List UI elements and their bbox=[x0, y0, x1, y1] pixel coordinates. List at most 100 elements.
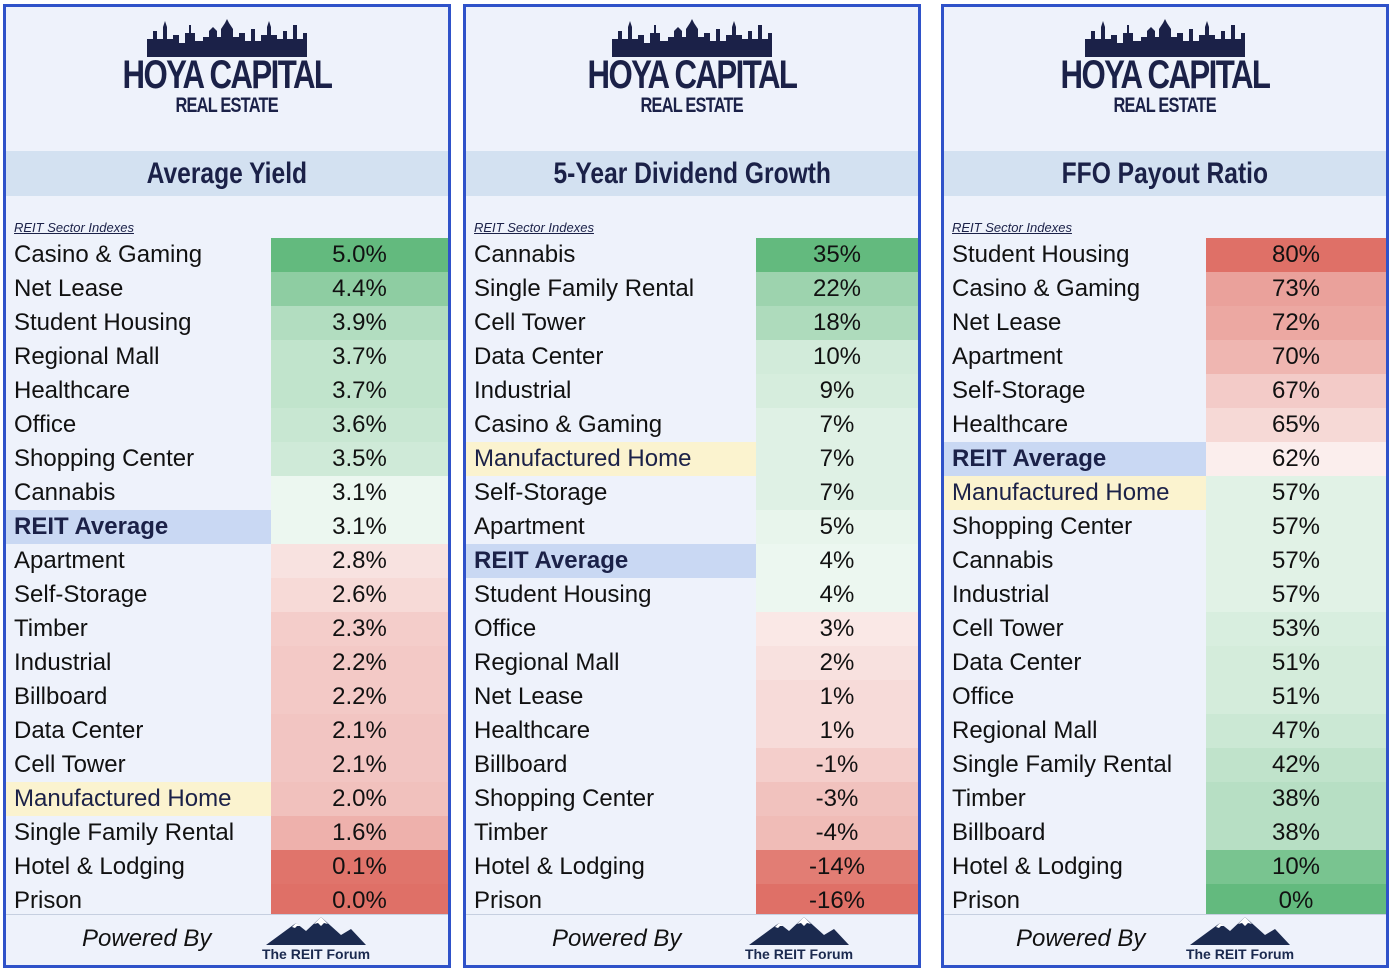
sector-name: Apartment bbox=[952, 343, 1063, 370]
table-row: Prison 0.0% bbox=[6, 884, 448, 918]
skyline-icon bbox=[147, 19, 307, 57]
table-row: Self-Storage 67% bbox=[944, 374, 1386, 408]
sector-value: 7% bbox=[756, 442, 918, 476]
sector-value: 3.1% bbox=[271, 476, 448, 510]
sector-name: Regional Mall bbox=[474, 649, 620, 676]
sector-value: -16% bbox=[756, 884, 918, 918]
sector-value: 2.2% bbox=[271, 680, 448, 714]
sector-value: -4% bbox=[756, 816, 918, 850]
sector-value: 22% bbox=[756, 272, 918, 306]
sector-value: 57% bbox=[1206, 510, 1386, 544]
table-rows: Cannabis 35% Single Family Rental 22% Cell T… bbox=[466, 238, 918, 918]
sector-name: Apartment bbox=[474, 513, 585, 540]
hoya-capital-logo: HOYA CAPITAL REAL ESTATE bbox=[466, 7, 918, 149]
sector-name: Student Housing bbox=[474, 581, 652, 608]
table-row: Single Family Rental 22% bbox=[466, 272, 918, 306]
table-row: Casino & Gaming 7% bbox=[466, 408, 918, 442]
sector-value: -1% bbox=[756, 748, 918, 782]
sector-name: Single Family Rental bbox=[14, 819, 235, 846]
sector-name: Manufactured Home bbox=[944, 476, 1206, 510]
sector-value: 0% bbox=[1206, 884, 1386, 918]
sector-value: 1% bbox=[756, 714, 918, 748]
sector-name: Cell Tower bbox=[952, 615, 1064, 642]
powered-by-label: Powered By bbox=[552, 925, 682, 952]
reit-forum-text: The REIT Forum bbox=[261, 946, 371, 962]
skyline-icon bbox=[1085, 19, 1245, 57]
sector-value: 3.9% bbox=[271, 306, 448, 340]
sector-value: 2.2% bbox=[271, 646, 448, 680]
table-row: Office 51% bbox=[944, 680, 1386, 714]
table-row: Industrial 9% bbox=[466, 374, 918, 408]
sector-name: Single Family Rental bbox=[474, 275, 695, 302]
sector-name: Shopping Center bbox=[952, 513, 1133, 540]
sector-value: -3% bbox=[756, 782, 918, 816]
sector-name: Industrial bbox=[14, 649, 112, 676]
table-row: Self-Storage 2.6% bbox=[6, 578, 448, 612]
sector-value: 2.8% bbox=[271, 544, 448, 578]
table-row: Timber 2.3% bbox=[6, 612, 448, 646]
table-row: REIT Average 62% bbox=[944, 442, 1386, 476]
sector-name: Hotel & Lodging bbox=[474, 853, 645, 880]
table-row: Self-Storage 7% bbox=[466, 476, 918, 510]
sector-value: 70% bbox=[1206, 340, 1386, 374]
table-row: Single Family Rental 1.6% bbox=[6, 816, 448, 850]
sector-name: Timber bbox=[474, 819, 548, 846]
table-row: Net Lease 4.4% bbox=[6, 272, 448, 306]
table-row: Cell Tower 53% bbox=[944, 612, 1386, 646]
sector-name: Net Lease bbox=[14, 275, 124, 302]
sector-name: Billboard bbox=[474, 751, 568, 778]
sector-value: 51% bbox=[1206, 646, 1386, 680]
table-row: Cannabis 35% bbox=[466, 238, 918, 272]
sector-name: Manufactured Home bbox=[6, 782, 271, 816]
panel-title-band: FFO Payout Ratio bbox=[944, 151, 1386, 196]
table-row: Student Housing 4% bbox=[466, 578, 918, 612]
sector-name: Self-Storage bbox=[14, 581, 148, 608]
sector-value: 73% bbox=[1206, 272, 1386, 306]
sector-value: 2.3% bbox=[271, 612, 448, 646]
sector-name: Cannabis bbox=[952, 547, 1054, 574]
sector-name: Casino & Gaming bbox=[474, 411, 663, 438]
sector-name: Healthcare bbox=[14, 377, 131, 404]
sector-value: 47% bbox=[1206, 714, 1386, 748]
table-row: Cell Tower 18% bbox=[466, 306, 918, 340]
sector-name: Industrial bbox=[952, 581, 1050, 608]
sector-value: 57% bbox=[1206, 578, 1386, 612]
table-row: Industrial 2.2% bbox=[6, 646, 448, 680]
sector-name: Cell Tower bbox=[14, 751, 126, 778]
table-row: Apartment 5% bbox=[466, 510, 918, 544]
metric-panel-1: HOYA CAPITAL REAL ESTATE Average Yield R… bbox=[3, 4, 451, 968]
reit-forum-logo: The REIT Forum bbox=[1185, 917, 1295, 962]
sector-name: Hotel & Lodging bbox=[14, 853, 185, 880]
sector-name: Healthcare bbox=[952, 411, 1069, 438]
table-row: Shopping Center 3.5% bbox=[6, 442, 448, 476]
table-row: REIT Average 3.1% bbox=[6, 510, 448, 544]
sector-value: 5% bbox=[756, 510, 918, 544]
table-row: Casino & Gaming 5.0% bbox=[6, 238, 448, 272]
sector-name: Timber bbox=[952, 785, 1026, 812]
table-row: Net Lease 72% bbox=[944, 306, 1386, 340]
sector-name: Prison bbox=[474, 887, 543, 914]
sector-name: Data Center bbox=[952, 649, 1082, 676]
table-row: Billboard 38% bbox=[944, 816, 1386, 850]
sector-name: Timber bbox=[14, 615, 88, 642]
table-row: Single Family Rental 42% bbox=[944, 748, 1386, 782]
sector-name: Cannabis bbox=[474, 241, 576, 268]
sector-name: Casino & Gaming bbox=[952, 275, 1141, 302]
sector-value: 62% bbox=[1206, 442, 1386, 476]
panel-title: 5-Year Dividend Growth bbox=[553, 156, 831, 190]
sector-name: Cell Tower bbox=[474, 309, 586, 336]
table-rows: Student Housing 80% Casino & Gaming 73% Net … bbox=[944, 238, 1386, 918]
sector-name: Healthcare bbox=[474, 717, 591, 744]
sector-value: 51% bbox=[1206, 680, 1386, 714]
table-row: Regional Mall 47% bbox=[944, 714, 1386, 748]
table-row: Timber 38% bbox=[944, 782, 1386, 816]
sector-value: 3.5% bbox=[271, 442, 448, 476]
sector-value: 3% bbox=[756, 612, 918, 646]
sector-name: REIT Average bbox=[944, 442, 1206, 476]
sector-name: Billboard bbox=[952, 819, 1046, 846]
table-row: Manufactured Home 2.0% bbox=[6, 782, 448, 816]
sector-value: 3.1% bbox=[271, 510, 448, 544]
mountain-icon bbox=[749, 917, 849, 945]
table-row: Shopping Center -3% bbox=[466, 782, 918, 816]
sector-value: 4% bbox=[756, 578, 918, 612]
